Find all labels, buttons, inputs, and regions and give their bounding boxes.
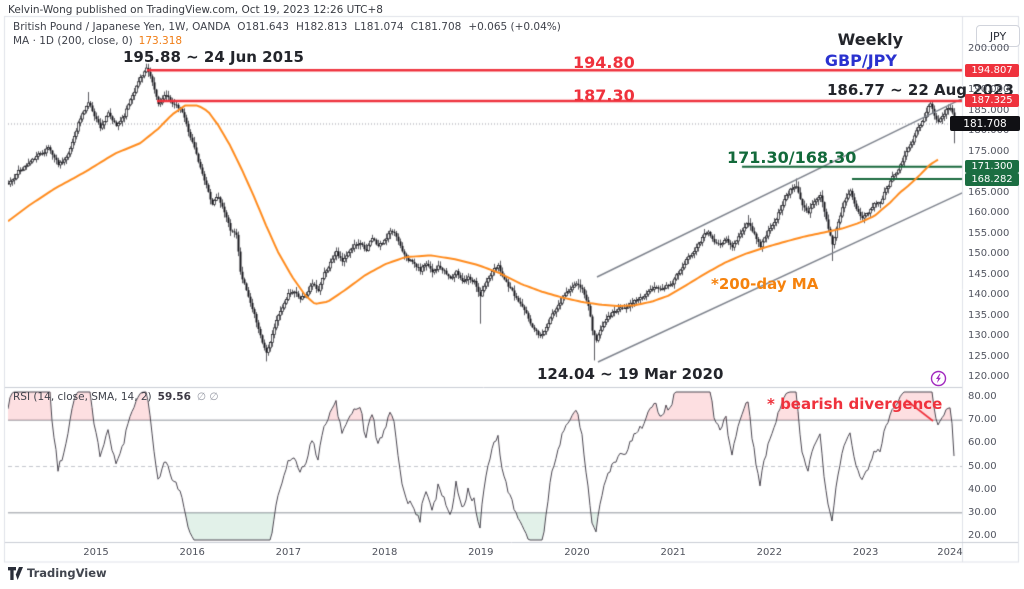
price-axis-badge: 187.325 [965,94,1019,108]
price-tick-label: 160.000 [968,207,1010,218]
quick-trade-lightning-icon[interactable] [930,370,947,387]
ma-legend-value: 173.318 [138,35,183,47]
rsi-tick-label: 60.00 [968,437,997,449]
annotation-200day-ma[interactable]: *200-day MA [711,275,819,293]
price-tick-label: 125.000 [968,350,1010,362]
time-axis-year-label: 2022 [756,547,783,558]
price-tick-label: 190.000 [968,84,1010,95]
ma-legend: MA · 1D (200, close, 0) 173.318 [13,35,182,47]
time-axis-year-label: 2024 [937,547,963,558]
ohlc-high: H182.813 [295,21,348,33]
ohlc-open: O181.643 [237,21,289,33]
symbol-legend: British Pound / Japanese Yen, 1W, OANDA O… [13,21,568,33]
rsi-tick-label: 50.00 [968,460,997,472]
time-axis-year-label: 2023 [852,547,879,558]
annotation-level-194-80[interactable]: 194.80 [573,53,635,72]
price-tick-label: 150.000 [968,248,1010,259]
time-axis-year-label: 2015 [83,547,109,558]
price-tick-label: 145.000 [968,268,1010,280]
rsi-tick-label: 80.00 [968,391,997,402]
tradingview-watermark-text: TradingView [27,566,107,580]
annotation-low-2020[interactable]: 124.04 ~ 19 Mar 2020 [537,365,724,383]
ohlc-change: +0.065 (+0.04%) [468,21,561,33]
time-axis-year-label: 2019 [468,547,494,558]
price-axis-badge: 194.807 [965,63,1019,77]
rsi-tick-label: 20.00 [968,530,997,541]
time-axis-year-label: 2018 [371,547,398,558]
rsi-legend: RSI (14, close, SMA, 14, 2) 59.56 ∅ ∅ [13,391,219,403]
time-axis-year-label: 2021 [660,547,686,558]
annotation-peak-2015[interactable]: 195.88 ~ 24 Jun 2015 [123,48,304,66]
ohlc-close: C181.708 [410,21,462,33]
price-tick-label: 120.000 [968,371,1010,382]
price-tick-label: 155.000 [968,227,1010,239]
price-tick-label: 165.000 [968,186,1010,198]
annotation-bearish-divergence[interactable]: * bearish divergence [767,395,943,413]
tradingview-logo[interactable]: TradingView [8,566,107,580]
price-axis-badge: 168.282 [965,172,1019,186]
annotation-level-187-30[interactable]: 187.30 [573,86,635,105]
time-axis-year-label: 2016 [179,547,205,558]
rsi-legend-value: 59.56 [157,391,191,403]
tradingview-mark-icon [8,566,23,580]
time-axis-year-label: 2017 [275,547,302,558]
rsi-tick-label: 40.00 [968,483,997,495]
annotation-weekly[interactable]: Weekly [837,30,903,49]
symbol-title[interactable]: British Pound / Japanese Yen, 1W, OANDA [13,21,231,33]
price-axis-badge: 171.300 [965,160,1019,174]
rsi-hidden-values: ∅ ∅ [196,391,219,403]
price-tick-label: 140.000 [968,289,1010,300]
annotation-pair[interactable]: GBP/JPY [824,51,897,70]
price-tick-label: 130.000 [968,330,1010,341]
price-tick-label: 200.000 [968,43,1010,54]
price-tick-label: 135.000 [968,309,1010,321]
rsi-tick-label: 30.00 [968,506,997,518]
ohlc-low: L181.074 [354,21,404,33]
rsi-legend-label[interactable]: RSI (14, close, SMA, 14, 2) [13,391,152,403]
price-tick-label: 175.000 [968,145,1010,157]
rsi-tick-label: 70.00 [968,414,997,426]
currency-button[interactable]: JPY [976,25,1020,47]
attribution-text: Kelvin-Wong published on TradingView.com… [8,4,383,16]
price-tick-label: 185.000 [968,104,1010,116]
time-axis-year-label: 2020 [564,547,590,558]
annotation-support-zone[interactable]: 171.30/168.30 [727,148,857,167]
price-axis-badge: 181.708 [950,116,1020,132]
ma-legend-label[interactable]: MA · 1D (200, close, 0) [13,35,133,47]
